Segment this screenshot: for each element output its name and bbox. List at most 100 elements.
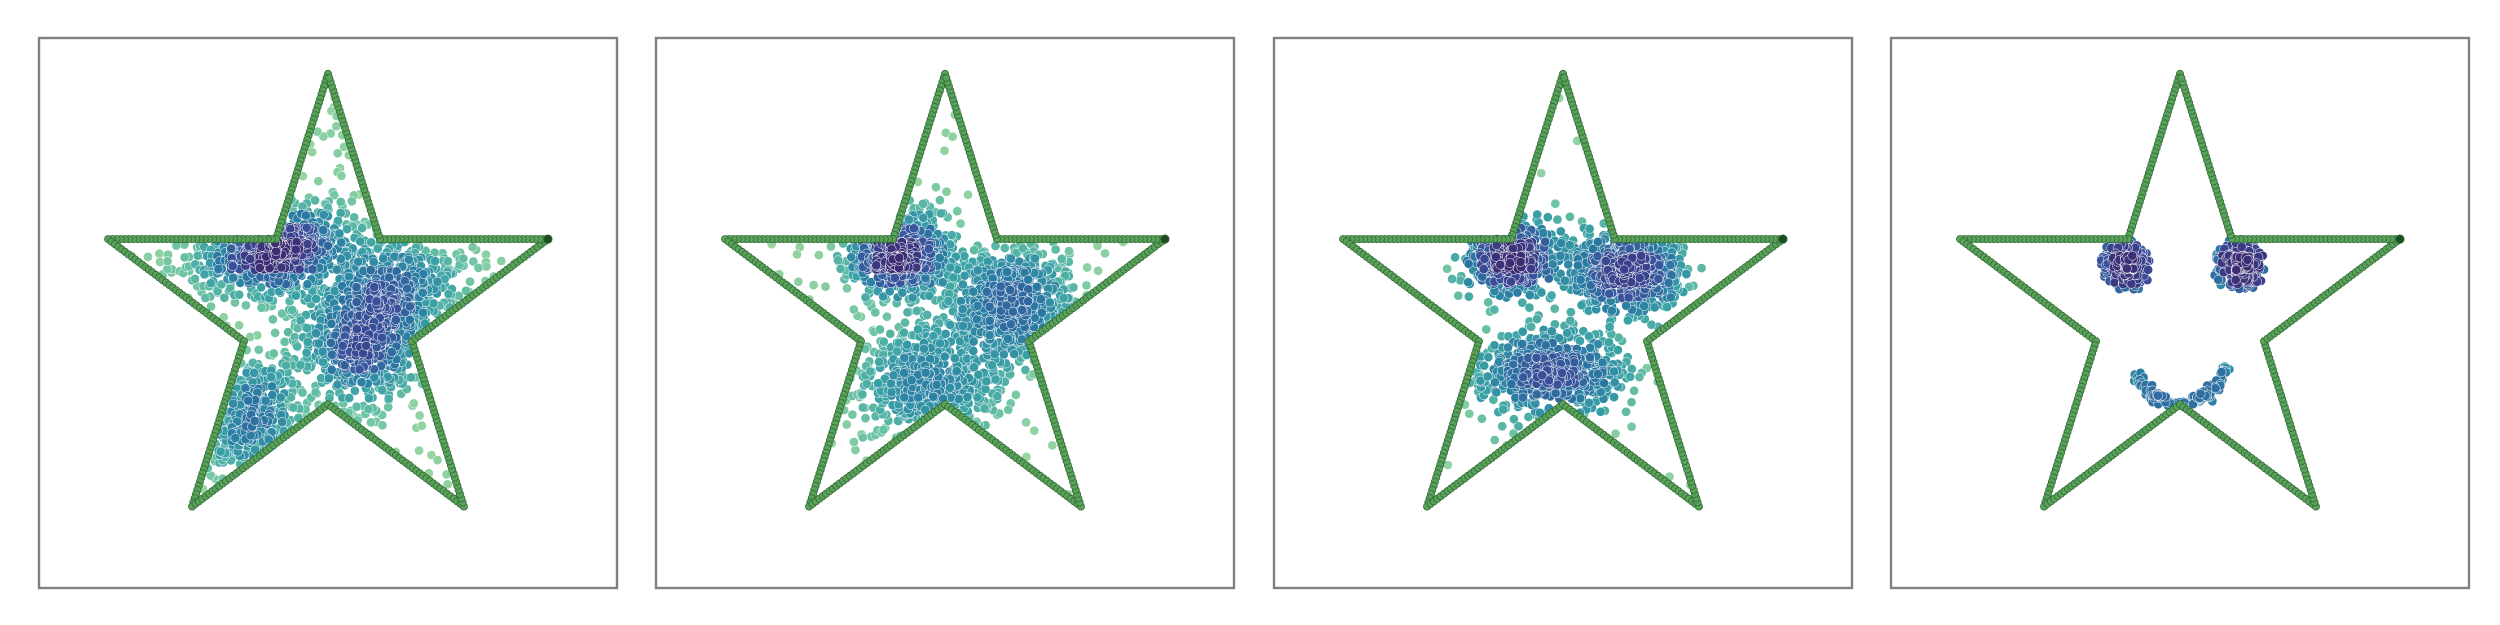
sample-point — [814, 250, 824, 260]
sample-point — [496, 256, 507, 266]
sample-point — [1017, 243, 1028, 254]
sample-point — [342, 224, 352, 234]
sample-point — [481, 261, 492, 272]
sample-point — [311, 294, 322, 304]
sample-point — [1081, 280, 1092, 291]
sample-point — [1002, 267, 1012, 277]
sample-point — [337, 340, 348, 351]
sample-point — [889, 273, 900, 283]
sample-point — [283, 327, 293, 338]
sample-point — [847, 409, 858, 420]
sample-point — [228, 272, 239, 283]
sample-point — [356, 377, 367, 388]
sample-point — [336, 170, 347, 181]
sample-point — [326, 338, 336, 348]
sample-point — [266, 372, 276, 382]
sample-point — [928, 391, 939, 402]
sample-point — [311, 328, 321, 339]
sample-point — [295, 360, 306, 370]
sample-point — [871, 260, 882, 271]
sample-point — [1030, 253, 1040, 264]
outline-end-point — [543, 234, 553, 244]
sample-point — [442, 256, 453, 266]
sample-point — [950, 353, 960, 364]
sample-point — [992, 391, 1003, 402]
sample-point — [302, 239, 313, 249]
sample-point — [363, 404, 374, 415]
sample-point — [219, 292, 230, 303]
sample-point — [336, 237, 347, 248]
sample-point — [981, 376, 992, 387]
sample-point — [850, 445, 861, 455]
sample-point — [351, 297, 362, 307]
sample-point — [302, 337, 313, 347]
sample-point — [256, 282, 266, 293]
sample-point — [245, 254, 256, 264]
sample-point — [442, 479, 453, 490]
sample-point — [301, 347, 312, 358]
sample-point — [882, 311, 892, 322]
sample-point — [953, 394, 964, 404]
sample-point — [946, 230, 957, 240]
sample-point — [972, 265, 983, 276]
sample-point — [417, 420, 427, 431]
sample-point — [1029, 425, 1040, 436]
sample-point — [1006, 253, 1016, 264]
sample-point — [347, 196, 357, 207]
sample-point — [894, 252, 905, 263]
sample-point — [955, 218, 966, 229]
sample-point — [402, 283, 412, 294]
sample-point — [378, 253, 389, 264]
sample-point — [857, 402, 868, 413]
sample-point — [968, 336, 979, 347]
sample-point — [292, 341, 303, 352]
sample-point — [913, 392, 924, 403]
sample-point — [329, 190, 340, 201]
sample-point — [1031, 281, 1042, 292]
sample-point — [958, 321, 968, 331]
sample-point — [371, 296, 382, 307]
sample-point — [417, 287, 428, 298]
sample-point — [1009, 349, 1020, 359]
sample-point — [290, 244, 301, 255]
sample-point — [290, 290, 301, 301]
sample-point — [267, 381, 277, 392]
sample-point — [936, 208, 946, 219]
sample-point — [332, 148, 343, 159]
sample-point — [972, 314, 982, 325]
sample-point — [443, 289, 454, 299]
sample-point — [372, 243, 383, 254]
sample-point — [899, 352, 910, 363]
sample-point — [1037, 307, 1047, 318]
sample-point — [857, 432, 868, 443]
sample-point — [999, 243, 1010, 253]
sample-point — [318, 225, 329, 235]
sample-point — [241, 300, 251, 311]
sample-point — [365, 265, 376, 275]
sample-point — [968, 286, 979, 297]
sample-point — [162, 256, 173, 267]
sample-point — [902, 339, 912, 350]
sample-point — [354, 364, 365, 375]
sample-point — [310, 387, 321, 398]
sample-point — [271, 246, 282, 257]
sample-point — [366, 417, 376, 428]
sample-point — [963, 189, 973, 200]
sample-point — [981, 286, 992, 297]
sample-point — [318, 209, 329, 220]
sample-point — [906, 375, 917, 386]
sample-point — [377, 332, 387, 343]
sample-point — [918, 199, 928, 209]
sample-point — [873, 378, 883, 389]
sample-point — [861, 378, 872, 389]
sample-point — [234, 320, 244, 331]
sample-point — [849, 437, 859, 447]
sample-point — [841, 419, 852, 430]
sample-point — [268, 314, 278, 325]
sample-point — [317, 346, 328, 357]
sample-point — [326, 364, 337, 375]
sample-point — [945, 319, 956, 330]
sample-point — [276, 262, 287, 273]
sample-point — [268, 348, 279, 359]
sample-point — [909, 223, 919, 234]
